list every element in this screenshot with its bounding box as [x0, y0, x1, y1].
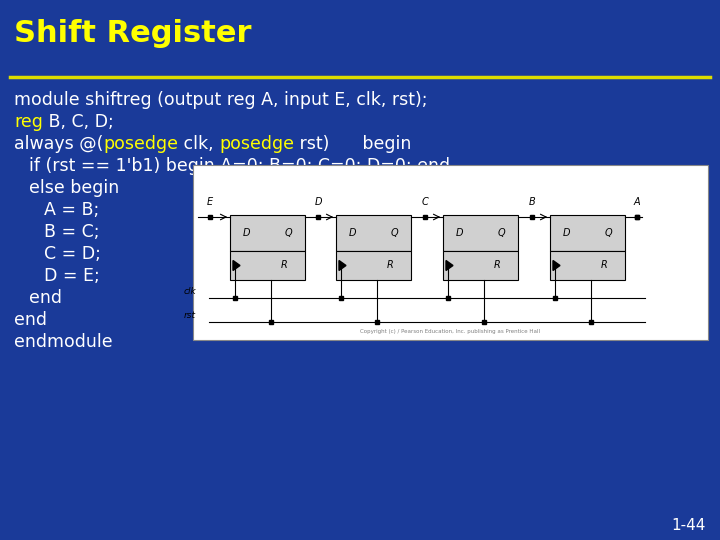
Text: Q: Q	[605, 228, 612, 238]
Text: if (rst == 1'b1) begin A=0; B=0; C=0; D=0; end: if (rst == 1'b1) begin A=0; B=0; C=0; D=…	[29, 157, 450, 175]
Text: Shift Register: Shift Register	[14, 18, 251, 48]
Text: rst: rst	[184, 310, 196, 320]
Bar	[443, 215, 518, 251]
Bar	[193, 165, 708, 340]
Text: D: D	[314, 197, 322, 207]
Polygon shape	[339, 260, 346, 271]
Text: B, C, D;: B, C, D;	[43, 113, 114, 131]
Bar	[550, 251, 625, 280]
Text: C: C	[422, 197, 428, 207]
Text: D: D	[563, 228, 570, 238]
Text: R: R	[600, 260, 608, 271]
Text: endmodule: endmodule	[14, 333, 112, 351]
Text: rst)      begin: rst) begin	[294, 135, 412, 153]
Text: Q: Q	[391, 228, 398, 238]
Text: posedge: posedge	[220, 135, 294, 153]
Bar	[230, 215, 305, 251]
Text: B: B	[528, 197, 536, 207]
Bar	[550, 215, 625, 251]
Text: Q: Q	[284, 228, 292, 238]
Text: E: E	[207, 197, 213, 207]
Bar	[336, 215, 411, 251]
Text: posedge: posedge	[104, 135, 179, 153]
Text: 1-44: 1-44	[672, 517, 706, 532]
Text: clk,: clk,	[179, 135, 220, 153]
Text: D = E;: D = E;	[44, 267, 100, 285]
Text: B = C;: B = C;	[44, 223, 99, 241]
Text: R: R	[494, 260, 500, 271]
Text: Copyright (c) / Pearson Education, Inc. publishing as Prentice Hall: Copyright (c) / Pearson Education, Inc. …	[361, 329, 541, 334]
Bar	[230, 251, 305, 280]
Text: A: A	[634, 197, 640, 207]
Text: reg: reg	[14, 113, 43, 131]
Text: else begin: else begin	[29, 179, 120, 197]
Text: always @(: always @(	[14, 135, 104, 153]
Text: end: end	[29, 289, 62, 307]
Polygon shape	[553, 260, 560, 271]
Text: clk: clk	[184, 287, 196, 295]
Text: module shiftreg (output reg A, input E, clk, rst);: module shiftreg (output reg A, input E, …	[14, 91, 428, 109]
Polygon shape	[446, 260, 453, 271]
Text: C = D;: C = D;	[44, 245, 101, 263]
Polygon shape	[233, 260, 240, 271]
Text: A = B;: A = B;	[44, 201, 99, 219]
Bar	[443, 251, 518, 280]
Bar	[336, 251, 411, 280]
Text: R: R	[281, 260, 287, 271]
Text: D: D	[456, 228, 463, 238]
Text: D: D	[348, 228, 356, 238]
Text: end: end	[14, 311, 47, 329]
Text: Q: Q	[498, 228, 505, 238]
Text: R: R	[387, 260, 393, 271]
Text: D: D	[243, 228, 251, 238]
